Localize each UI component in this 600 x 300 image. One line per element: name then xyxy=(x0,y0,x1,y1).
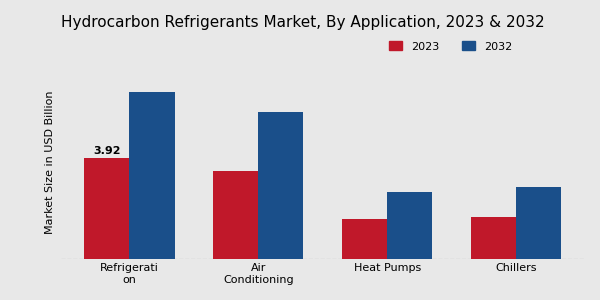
Text: Hydrocarbon Refrigerants Market, By Application, 2023 & 2032: Hydrocarbon Refrigerants Market, By Appl… xyxy=(61,15,544,30)
Bar xyxy=(342,219,387,259)
Text: 3.92: 3.92 xyxy=(93,146,121,156)
Bar xyxy=(130,92,175,259)
Legend: 2023, 2032: 2023, 2032 xyxy=(385,37,517,56)
Bar xyxy=(387,192,433,259)
Y-axis label: Market Size in USD Billion: Market Size in USD Billion xyxy=(45,91,55,234)
Bar xyxy=(471,218,516,259)
Bar xyxy=(213,171,259,259)
Bar xyxy=(85,158,130,259)
Bar xyxy=(259,112,304,259)
Bar xyxy=(516,187,561,259)
